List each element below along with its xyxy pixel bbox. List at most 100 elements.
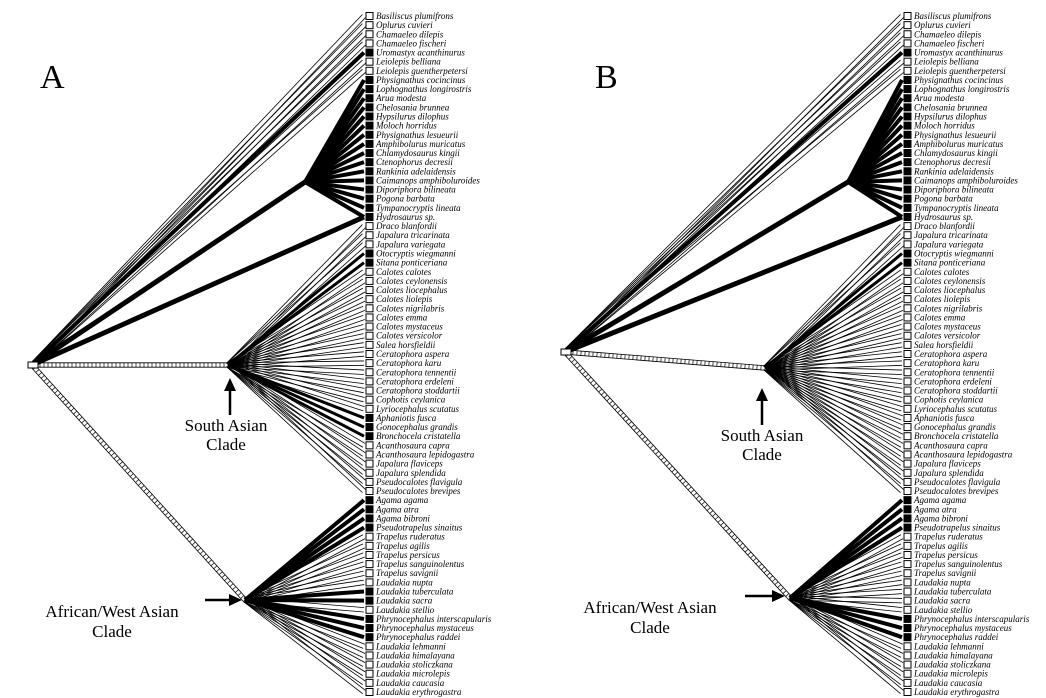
taxon-state-box xyxy=(904,332,911,339)
taxon-state-box xyxy=(366,515,373,522)
taxon-state-box xyxy=(366,414,373,421)
branch-hatch xyxy=(222,575,225,578)
tree-branch-south-asian xyxy=(227,270,363,363)
branch-hatch xyxy=(82,420,85,423)
branch-hatch xyxy=(647,442,650,445)
branch-hatch xyxy=(672,469,675,472)
taxon-state-box xyxy=(366,287,373,294)
taxon-state-box xyxy=(904,615,911,622)
tree-branch-outgroup xyxy=(31,69,363,363)
branch-hatch xyxy=(214,566,217,569)
branch-hatch xyxy=(84,423,87,426)
taxon-state-box xyxy=(366,689,373,696)
branch-hatch xyxy=(664,460,667,463)
taxon-state-box xyxy=(904,405,911,412)
taxon-state-box xyxy=(904,268,911,275)
tree-branch-south-asian xyxy=(764,370,901,466)
branch-hatch xyxy=(780,588,783,591)
taxon-state-box xyxy=(904,442,911,449)
taxon-state-box xyxy=(904,76,911,83)
branch-hatch xyxy=(601,392,604,395)
branch-hatch xyxy=(111,453,114,456)
branch-hatch xyxy=(106,447,109,450)
branch-hatch xyxy=(712,514,715,517)
branch-hatch xyxy=(87,426,90,429)
branch-hatch xyxy=(783,591,786,594)
branch-hatch xyxy=(117,459,120,462)
taxon-state-box xyxy=(366,451,373,458)
branch-hatch xyxy=(173,521,176,524)
taxon-state-box xyxy=(366,625,373,632)
branch-hatch xyxy=(192,542,195,545)
taxon-state-box xyxy=(904,277,911,284)
branch-hatch xyxy=(125,468,128,471)
branch-hatch xyxy=(160,506,163,509)
taxon-state-box xyxy=(366,378,373,385)
branch-hatch xyxy=(122,465,125,468)
tree-branch-outgroup xyxy=(31,60,363,363)
taxon-state-box xyxy=(366,40,373,47)
branch-hatch xyxy=(723,525,726,528)
taxon-state-box xyxy=(904,396,911,403)
branch-hatch xyxy=(162,509,165,512)
african-clade-label-line1: African/West Asian xyxy=(45,602,179,621)
panel-a: A Basiliscus plumifronsOplurus cuvieriCh… xyxy=(28,11,492,697)
branch-hatch xyxy=(639,434,642,437)
taxon-state-box xyxy=(904,177,911,184)
panel-b: B Basiliscus plumifronsOplurus cuvieriCh… xyxy=(561,11,1030,697)
branch-hatch xyxy=(786,594,789,597)
branch-hatch xyxy=(211,563,214,566)
taxon-state-box xyxy=(366,405,373,412)
branch-hatch xyxy=(157,503,160,506)
branch-hatch xyxy=(203,554,206,557)
taxon-state-box xyxy=(904,588,911,595)
taxon-state-box xyxy=(366,76,373,83)
taxon-state-box xyxy=(366,259,373,266)
taxon-state-box xyxy=(366,241,373,248)
taxon-state-box xyxy=(904,241,911,248)
branch-hatch xyxy=(718,519,721,522)
south-asian-clade-label-line2: Clade xyxy=(206,435,246,454)
tree-root xyxy=(561,349,571,355)
branch-hatch xyxy=(98,438,101,441)
branch-hatch xyxy=(41,375,44,378)
branch-hatch xyxy=(677,475,680,478)
branch-hatch xyxy=(778,585,781,588)
tree-branch-african xyxy=(246,598,365,690)
african-clade-label-line1: African/West Asian xyxy=(583,598,717,617)
taxon-state-box xyxy=(366,360,373,367)
taxon-state-box xyxy=(366,561,373,568)
taxon-state-box xyxy=(366,140,373,147)
branch-hatch xyxy=(737,540,740,543)
branch-hatch xyxy=(68,405,71,408)
taxon-state-box xyxy=(366,131,373,138)
branch-hatch xyxy=(759,564,762,567)
taxon-state-box xyxy=(904,259,911,266)
branch-hatch xyxy=(599,389,602,392)
branch-hatch xyxy=(55,390,58,393)
taxon-state-box xyxy=(366,478,373,485)
branch-hatch xyxy=(775,582,778,585)
branch-hatch xyxy=(241,596,244,599)
taxon-state-box xyxy=(904,223,911,230)
taxon-state-box xyxy=(366,204,373,211)
taxon-state-box xyxy=(904,40,911,47)
taxon-label: Laudakia erythrogastra xyxy=(913,687,1000,697)
taxon-state-box xyxy=(904,31,911,38)
branch-hatch xyxy=(680,478,683,481)
branch-hatch xyxy=(36,369,39,372)
tree-branch-outgroup xyxy=(33,63,365,366)
branch-hatch xyxy=(634,428,637,431)
south-asian-clade-label-line2: Clade xyxy=(742,445,782,464)
taxon-state-box xyxy=(904,369,911,376)
branch-hatch xyxy=(90,429,93,432)
branch-hatch xyxy=(675,472,678,475)
taxon-state-box xyxy=(366,351,373,358)
taxon-state-box xyxy=(366,22,373,29)
tree-branch-south-asian xyxy=(766,274,903,370)
taxon-state-box xyxy=(366,31,373,38)
branch-hatch xyxy=(57,393,60,396)
african-arrow-head xyxy=(772,590,785,602)
branch-hatch xyxy=(184,533,187,536)
taxon-state-box xyxy=(366,469,373,476)
